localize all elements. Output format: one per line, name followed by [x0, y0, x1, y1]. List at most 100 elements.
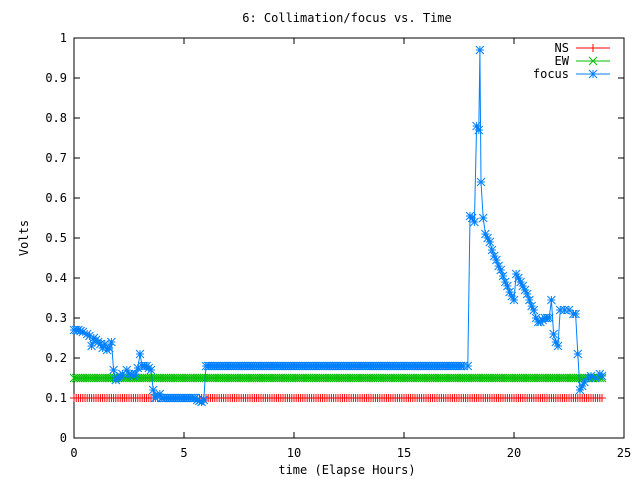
data-point-ew [417, 373, 426, 383]
data-point-ew [443, 373, 453, 383]
data-point-focus [107, 337, 116, 347]
data-point-ew [214, 373, 224, 383]
data-point-ew [450, 373, 459, 383]
data-point-focus [492, 255, 501, 265]
data-point-ew [498, 373, 508, 383]
data-point-focus [148, 385, 158, 395]
data-point-ew [100, 373, 110, 383]
data-point-ew [373, 373, 382, 383]
data-point-ew [155, 373, 165, 383]
data-point-ew [349, 373, 358, 383]
data-point-focus [529, 305, 539, 315]
data-point-ew [252, 373, 261, 383]
data-point-ew [371, 373, 380, 383]
data-point-focus [544, 313, 554, 323]
legend-marker-ns [589, 44, 597, 52]
data-point-focus [87, 341, 96, 351]
data-point-ew [96, 373, 105, 383]
data-point-focus [573, 349, 583, 359]
data-point-ew [571, 373, 580, 383]
data-point-ew [322, 373, 332, 383]
data-point-ew [289, 373, 299, 383]
y-tick-label: 0.6 [45, 191, 67, 205]
data-point-focus [547, 295, 556, 305]
data-point-ew [199, 373, 209, 383]
data-point-focus [104, 343, 114, 353]
x-tick-label: 25 [617, 446, 631, 460]
data-point-focus [146, 365, 156, 375]
data-point-ew [386, 373, 396, 383]
data-point-ew [421, 373, 431, 383]
data-point-ew [263, 373, 272, 383]
data-point-ew [164, 373, 173, 383]
data-point-ew [188, 373, 198, 383]
data-point-ew [426, 373, 435, 383]
data-point-ew [302, 373, 312, 383]
data-point-ew [558, 373, 567, 383]
data-point-ew [278, 373, 288, 383]
data-point-ew [494, 373, 503, 383]
data-point-focus [109, 365, 118, 375]
data-point-ew [333, 373, 343, 383]
data-point-ew [390, 373, 400, 383]
data-point-ew [324, 373, 334, 383]
y-tick-label: 0.3 [45, 311, 67, 325]
data-point-ew [342, 373, 352, 383]
data-point-focus [135, 349, 145, 359]
data-point-focus [560, 305, 569, 315]
data-point-ew [316, 373, 325, 383]
data-point-focus [586, 371, 596, 381]
data-point-ew [338, 373, 347, 383]
data-point-focus [199, 395, 209, 405]
data-point-ew [228, 373, 237, 383]
data-point-focus [498, 271, 508, 281]
data-point-ew [452, 373, 462, 383]
data-point-ew [166, 373, 176, 383]
data-point-focus [475, 45, 485, 55]
data-point-ew [331, 373, 341, 383]
data-point-ew [454, 373, 464, 383]
data-point-ew [542, 373, 552, 383]
data-point-ew [533, 373, 543, 383]
data-point-ew [175, 373, 184, 383]
x-tick-label: 20 [507, 446, 521, 460]
data-point-ew [197, 373, 206, 383]
series-focus [69, 45, 607, 407]
data-point-ew [485, 373, 495, 383]
data-point-ew [439, 373, 448, 383]
data-point-ew [377, 373, 387, 383]
data-point-ew [148, 373, 158, 383]
data-point-ew [481, 373, 490, 383]
legend-marker-ew [588, 56, 598, 66]
data-point-ew [85, 373, 94, 383]
data-point-ew [195, 373, 204, 383]
data-point-ew [87, 373, 96, 383]
data-point-ew [241, 373, 250, 383]
y-tick-label: 0.2 [45, 351, 67, 365]
data-point-focus [85, 331, 94, 341]
data-point-ew [540, 373, 550, 383]
data-point-ew [283, 373, 292, 383]
data-point-ew [503, 373, 512, 383]
data-point-ew [146, 373, 156, 383]
data-point-ew [298, 373, 308, 383]
data-point-ew [294, 373, 303, 383]
data-point-ew [553, 373, 563, 383]
data-point-ew [212, 373, 222, 383]
data-point-ew [245, 373, 255, 383]
data-point-ew [445, 373, 455, 383]
legend-marker-focus [588, 69, 598, 79]
data-point-ew [463, 373, 473, 383]
data-point-ew [536, 373, 545, 383]
data-point-ew [500, 373, 510, 383]
data-point-ew [313, 373, 323, 383]
data-point-ew [69, 373, 79, 383]
data-point-ew [357, 373, 367, 383]
data-point-ew [162, 373, 171, 383]
data-point-ew [404, 373, 413, 383]
data-point-ew [74, 373, 83, 383]
legend-label-focus: focus [533, 67, 569, 81]
data-point-ew [505, 373, 514, 383]
data-point-ew [137, 373, 147, 383]
